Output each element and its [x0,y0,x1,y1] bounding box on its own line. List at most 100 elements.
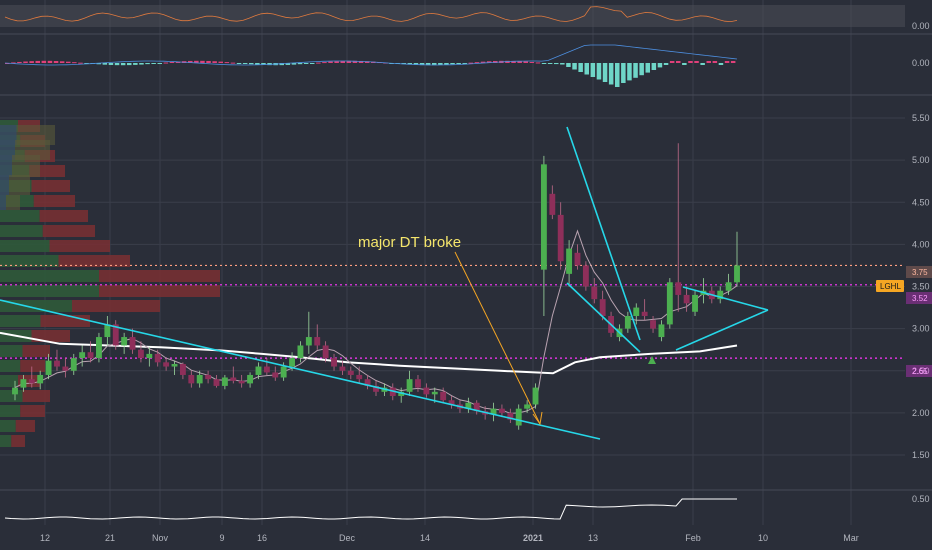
volume-profile-bar [0,195,6,210]
candle-body [717,290,724,300]
candle-body [650,320,656,329]
candle-body [683,294,690,304]
price-tag-upper-label: 3.52 [912,294,928,303]
macd-bar [676,61,681,63]
macd-bar [706,61,711,63]
price-tag-lower-label: 2.65 [912,367,928,376]
candle-body [423,387,430,395]
macd-bar [596,63,602,80]
candle-body [339,366,346,371]
macd-bar [712,61,718,63]
volume-profile-bar [40,315,90,327]
volume-profile-bar [31,180,70,192]
macd-bar [657,63,663,68]
macd-bar [139,63,144,65]
macd-bar [474,62,480,64]
volume-profile-bar [33,195,75,207]
y-tick-label: 1.50 [912,450,930,460]
candle-body [28,379,35,384]
candle-body [96,337,102,359]
signal-marker [648,356,656,364]
candle-body [137,349,144,359]
macd-bar [450,63,455,65]
macd-bar [590,63,596,77]
volume-profile-bar [0,420,16,432]
ticker-tag[interactable]: LGHL [876,280,904,292]
candle-body [507,412,514,420]
macd-bar [127,63,132,66]
candle-body [280,366,287,378]
volume-profile-bar [22,390,50,402]
triangle-lower-line[interactable] [675,309,769,351]
macd-bar [194,60,199,63]
candle-body [129,337,136,350]
grid [0,0,932,525]
volume-profile-bar [31,330,70,342]
y-tick-label: 2.00 [912,408,930,418]
x-tick-label: 2021 [523,533,543,543]
y-tick-label: 5.50 [912,113,930,123]
macd-bar [627,63,632,81]
volume-profile-bar [0,390,23,402]
volume-profile-bar [42,225,95,237]
candle-body [675,282,682,295]
y-tick-label-bottom: 0.50 [912,494,930,504]
macd-bar [59,61,65,63]
macd-bar [279,63,284,66]
candle-body [666,282,673,325]
flag-upper-line[interactable] [566,126,641,341]
volume-profile-bar [72,300,160,312]
y-tick-label-oscillator: 0.00 [912,21,930,31]
trendlines[interactable] [0,126,769,440]
candle-body [322,345,329,359]
macd-bar [358,60,364,63]
macd-bar [517,61,522,63]
macd-bar [200,60,205,63]
macd-bar [175,61,181,63]
candle-body [415,379,421,388]
price-tag-current-label: 3.75 [912,268,928,277]
macd-bar [297,63,303,65]
candle-body [188,374,195,384]
candle-body [331,358,337,367]
volume-profile-bar [0,240,50,252]
candle-body [540,164,547,270]
triangle-upper-line[interactable] [682,286,769,311]
candle-body [87,352,94,359]
annotation-text[interactable]: major DT broke [358,234,461,251]
oscillator-line [4,6,738,23]
price-tag-current: 3.75 [906,266,932,278]
macd-bar [419,63,425,66]
candle-body [465,402,472,409]
macd-bar [224,62,230,64]
macd-bar [724,61,730,63]
volume-profile-bar [0,345,23,357]
candle-body [473,402,480,412]
flag-lower-line[interactable] [566,282,641,353]
downtrend-line[interactable] [0,299,601,440]
candle-body [599,299,606,316]
candle-body [406,379,413,392]
candle-body [205,374,212,380]
x-tick-label: 16 [257,533,267,543]
macd-bar [255,63,260,65]
oscillator-band [0,5,905,27]
oscillator-panel [0,5,905,27]
macd-bar [352,60,358,63]
volume-profile-bar [0,375,18,387]
x-tick-label: Feb [685,533,701,543]
candle-body [297,345,304,359]
volume-profile-bar [0,225,43,237]
volume-profile-bar [99,285,220,297]
volume-profile-bar [0,210,40,222]
y-tick-label: 2.50 [912,366,930,376]
candle-body [347,370,354,375]
candle-body [440,391,447,401]
macd-bar [480,61,486,63]
macd-bar [303,63,309,64]
candle-body [658,324,665,338]
macd-bar [41,60,47,63]
candle-body [171,364,178,367]
macd-bar [718,63,724,65]
